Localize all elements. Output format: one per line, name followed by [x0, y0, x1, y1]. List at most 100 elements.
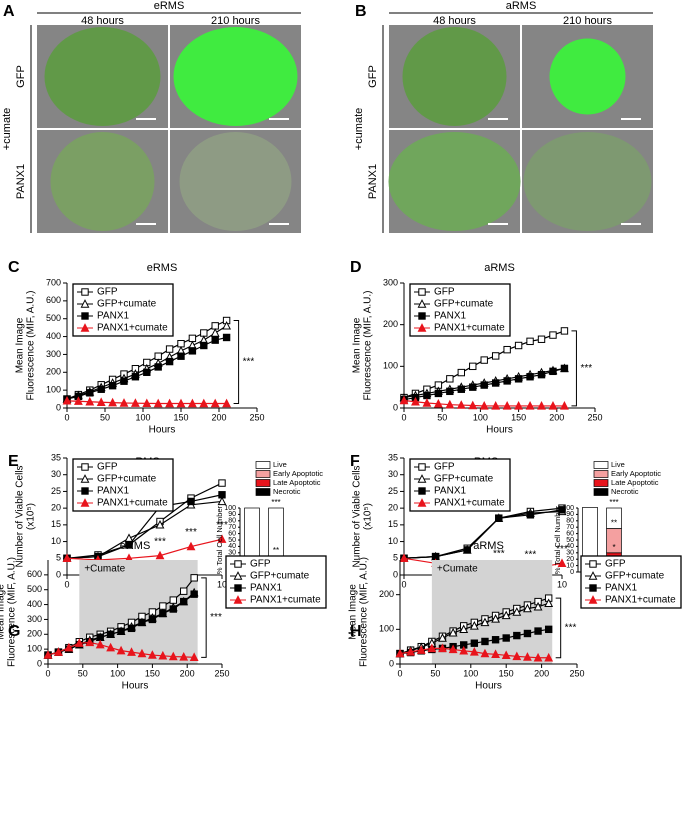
marker: [395, 648, 405, 658]
marker: [469, 646, 479, 656]
y-tick-label: 100: [46, 385, 61, 395]
marker: [154, 352, 162, 360]
y-axis-label: Fluorescence (MIF, A.U.): [363, 290, 374, 400]
marker: [147, 650, 157, 659]
marker: [187, 497, 195, 506]
marker: [155, 550, 165, 560]
marker: [479, 401, 489, 410]
marker: [534, 627, 542, 635]
legend-label: Late Apoptotic: [611, 478, 659, 487]
marker: [523, 603, 532, 613]
x-tick-label: 100: [110, 668, 125, 678]
y-tick-label: 15: [51, 519, 61, 529]
spheroid: [388, 132, 521, 231]
marker: [446, 375, 454, 383]
legend-label: Live: [611, 460, 625, 469]
marker: [491, 614, 500, 623]
marker: [406, 646, 416, 656]
significance-label: **: [611, 519, 617, 528]
y-tick-label: 300: [27, 614, 42, 624]
x-axis-label: Hours: [486, 425, 513, 436]
marker: [502, 401, 512, 410]
panel-letter: A: [3, 3, 15, 20]
marker: [523, 629, 532, 638]
marker: [190, 590, 198, 598]
legend-marker: [417, 498, 427, 507]
marker: [120, 377, 128, 385]
marker: [217, 534, 227, 543]
marker: [73, 396, 83, 405]
marker: [503, 377, 511, 385]
spheroid: [173, 27, 298, 126]
marker: [495, 514, 503, 522]
marker: [448, 627, 458, 637]
x-tick-label: 0: [45, 668, 50, 678]
marker: [549, 367, 557, 376]
y-tick-label: 0: [37, 658, 42, 668]
significance-label: ***: [525, 550, 537, 561]
legend-label: GFP+cumate: [434, 299, 494, 310]
legend-label: PANX1+cumate: [97, 323, 168, 334]
marker: [422, 398, 432, 407]
chart-title: eRMS: [147, 262, 178, 274]
y-tick-label: 90: [566, 511, 574, 518]
spheroid: [402, 27, 507, 126]
legend-marker: [417, 474, 427, 483]
significance-label: ***: [565, 623, 577, 634]
x-tick-label: 50: [437, 412, 447, 422]
marker: [210, 398, 220, 408]
marker: [537, 401, 546, 410]
x-axis-label: Hours: [122, 681, 149, 692]
x-tick-label: 250: [249, 412, 264, 422]
legend-marker: [81, 312, 89, 320]
marker: [211, 322, 219, 330]
marker: [180, 597, 188, 606]
bar-segment: [582, 507, 598, 559]
legend-swatch: [255, 461, 271, 469]
marker: [127, 624, 136, 633]
y-tick-label: 100: [562, 505, 574, 512]
marker: [222, 333, 231, 342]
marker: [560, 327, 569, 335]
marker: [491, 636, 500, 644]
row-label: GFP: [367, 65, 379, 88]
y-tick-label: 200: [383, 319, 398, 329]
y-tick-label: 30: [228, 550, 236, 557]
y-tick-label: 15: [388, 519, 398, 529]
marker: [427, 643, 437, 653]
marker: [169, 605, 177, 613]
marker: [544, 625, 553, 634]
marker: [469, 383, 477, 391]
marker: [142, 398, 152, 408]
marker: [438, 643, 447, 653]
x-tick-label: 250: [587, 412, 602, 422]
legend-box: [409, 458, 511, 512]
y-tick-label: 30: [51, 469, 61, 479]
y-axis-label: Fluorescence (MIF, A.U.): [26, 290, 37, 400]
legend-swatch: [593, 470, 609, 478]
legend-label: Late Apoptotic: [273, 478, 321, 487]
y-tick-label: 70: [228, 524, 236, 531]
marker: [448, 644, 458, 654]
legend-swatch: [255, 479, 271, 487]
legend-marker: [588, 571, 598, 580]
panel-letter: D: [350, 259, 362, 276]
legend-swatch: [593, 479, 609, 487]
legend-label: GFP: [250, 559, 271, 570]
legend-label: Early Apoptotic: [611, 469, 661, 478]
column-label: 210 hours: [211, 15, 260, 27]
marker: [423, 391, 431, 400]
x-tick-label: 250: [569, 668, 584, 678]
panel-letter: F: [350, 453, 360, 470]
marker: [127, 647, 136, 656]
marker: [416, 645, 426, 654]
y-tick-label: 60: [228, 530, 236, 537]
marker: [188, 347, 197, 355]
legend-label: PANX1: [97, 311, 129, 322]
significance-label: ***: [493, 548, 505, 559]
marker: [199, 398, 209, 408]
x-tick-label: 200: [549, 412, 564, 422]
x-tick-label: 50: [100, 412, 110, 422]
